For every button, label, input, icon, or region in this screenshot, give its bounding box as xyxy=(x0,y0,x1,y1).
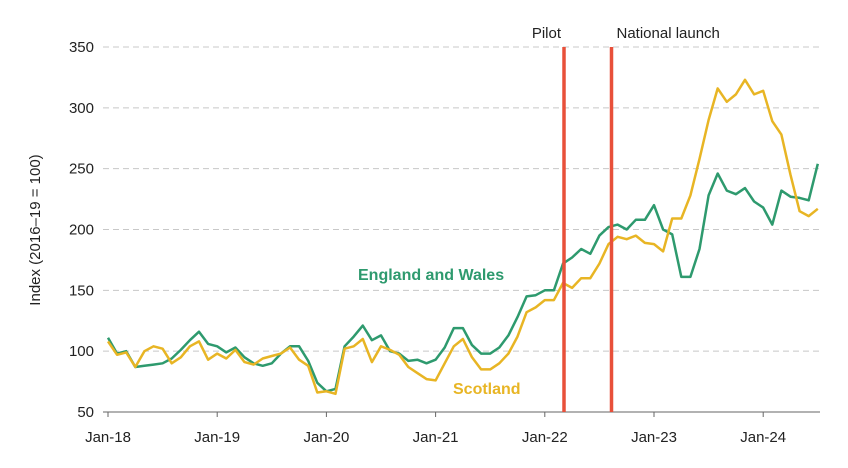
y-tick-labels: 50 100 150 200 250 300 350 xyxy=(69,39,94,421)
y-axis-title: Index (2016–19 = 100) xyxy=(27,154,44,305)
series-lines xyxy=(106,78,820,396)
x-tick-label: Jan-18 xyxy=(85,429,131,446)
x-tick-labels: Jan-18 Jan-19 Jan-20 Jan-21 Jan-22 Jan-23 Jan-… xyxy=(85,429,786,446)
y-tick-label: 250 xyxy=(69,161,94,178)
event-label: Pilot xyxy=(532,25,562,42)
x-tick-label: Jan-19 xyxy=(194,429,240,446)
y-tick-label: 300 xyxy=(69,100,94,117)
y-tick-label: 100 xyxy=(69,343,94,360)
y-tick-label: 150 xyxy=(69,282,94,299)
event-label: National launch xyxy=(617,25,720,42)
event-markers: Pilot National launch xyxy=(532,25,720,412)
x-tick-label: Jan-22 xyxy=(522,429,568,446)
x-tick-label: Jan-21 xyxy=(413,429,459,446)
x-tick-label: Jan-24 xyxy=(740,429,786,446)
series-label-scotland: Scotland xyxy=(453,381,521,398)
y-tick-label: 200 xyxy=(69,222,94,239)
series-label-england-and-wales: England and Wales xyxy=(358,267,504,284)
y-tick-label: 350 xyxy=(69,39,94,56)
x-tick-label: Jan-20 xyxy=(303,429,349,446)
series-line-england-and-wales xyxy=(106,163,820,393)
x-tick-label: Jan-23 xyxy=(631,429,677,446)
y-tick-label: 50 xyxy=(77,404,94,421)
gridlines xyxy=(103,46,820,417)
series-line-scotland xyxy=(106,78,819,396)
